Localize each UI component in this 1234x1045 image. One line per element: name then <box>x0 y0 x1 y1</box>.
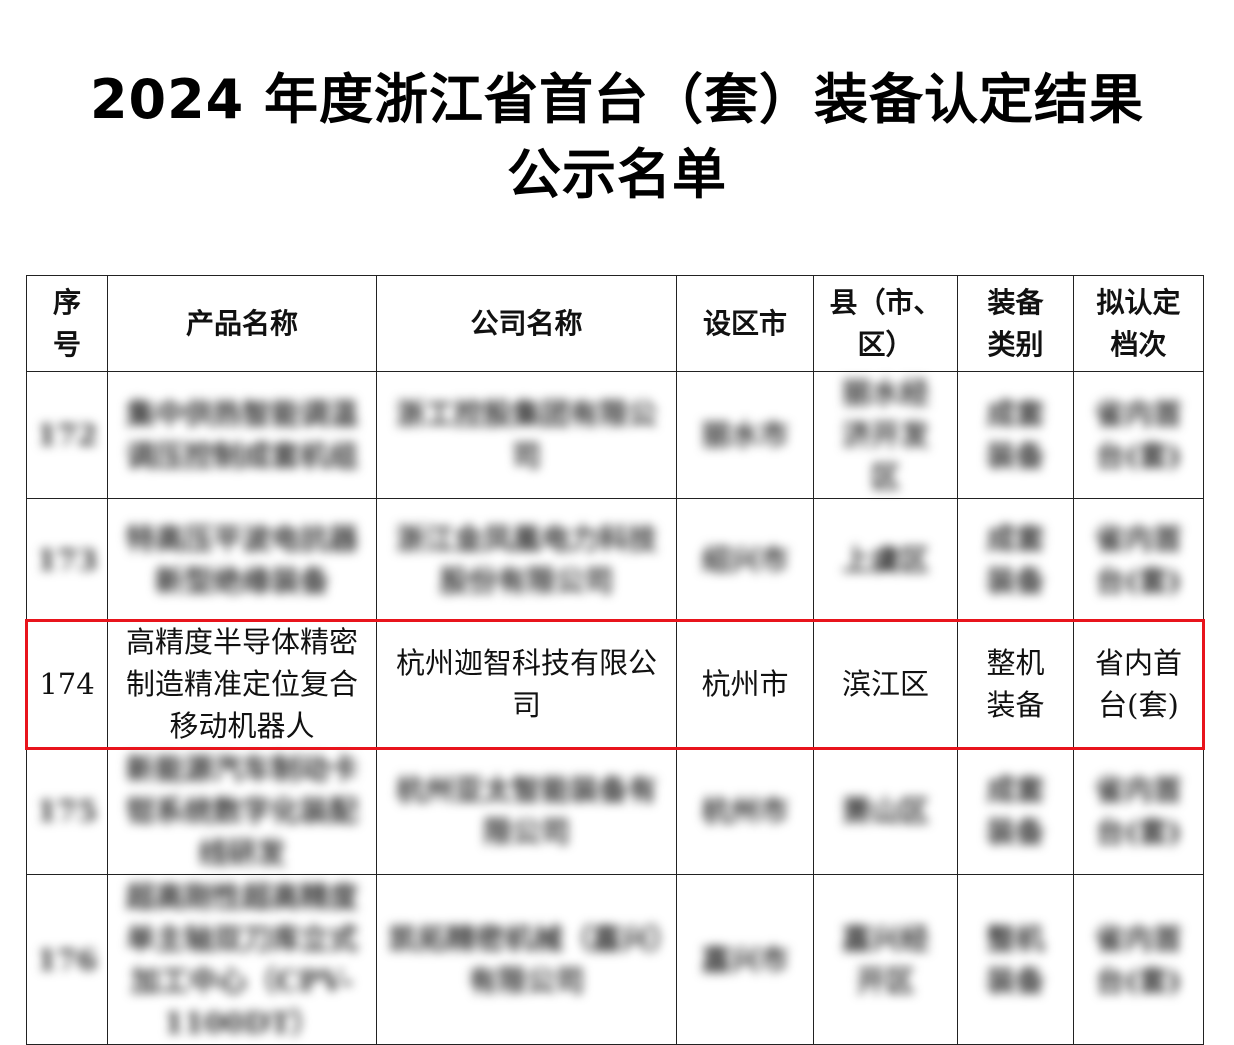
cell-category: 成套装备 <box>957 498 1074 621</box>
page-title: 2024 年度浙江省首台（套）装备认定结果 <box>89 68 1145 131</box>
cell-product: 高精度半导体精密制造精准定位复合移动机器人 <box>107 620 377 748</box>
cell-seq: 176 <box>26 874 108 1045</box>
header-level: 拟认定档次 <box>1073 275 1204 372</box>
cell-seq: 173 <box>26 498 108 621</box>
cell-county: 滨江区 <box>813 620 958 748</box>
cell-product: 特高压平波电抗器新型绝缘装备 <box>107 498 377 621</box>
cell-city: 杭州市 <box>676 620 814 748</box>
table-header: 序号 产品名称 公司名称 设区市 县（市、区） 装备类别 拟认定档次 <box>26 275 1204 372</box>
cell-city: 绍兴市 <box>676 498 814 621</box>
cell-county: 上虞区 <box>813 498 958 621</box>
cell-city: 嘉兴市 <box>676 874 814 1045</box>
cell-level: 省内首台(套) <box>1073 498 1204 621</box>
cell-company: 凯拓精密机械（嘉兴）有限公司 <box>376 874 677 1045</box>
cell-category: 整机装备 <box>957 874 1074 1045</box>
cell-company: 浙江金凤凰电力科技股份有限公司 <box>376 498 677 621</box>
table-row-highlighted: 174 高精度半导体精密制造精准定位复合移动机器人 杭州迦智科技有限公司 杭州市… <box>26 620 1204 748</box>
cell-category: 整机装备 <box>957 620 1074 748</box>
cell-seq: 174 <box>26 620 108 748</box>
cell-product: 超高刚性超高精度单主轴双刀库立式加工中心（CPV-1100DT） <box>107 874 377 1045</box>
cell-level: 省内首台(套) <box>1073 874 1204 1045</box>
page-subtitle: 公示名单 <box>507 143 727 206</box>
header-county: 县（市、区） <box>813 275 958 372</box>
table-row: 173 特高压平波电抗器新型绝缘装备 浙江金凤凰电力科技股份有限公司 绍兴市 上… <box>26 498 1204 621</box>
results-table: 序号 产品名称 公司名称 设区市 县（市、区） 装备类别 拟认定档次 172 集… <box>26 275 1204 1045</box>
cell-company: 杭州迦智科技有限公司 <box>376 620 677 748</box>
cell-level: 省内首台(套) <box>1073 620 1204 748</box>
cell-level: 省内首台(套) <box>1073 371 1204 499</box>
cell-product: 集中供热智能调温调压控制成套机组 <box>107 371 377 499</box>
cell-seq: 172 <box>26 371 108 499</box>
cell-company: 浙工控股集团有限公司 <box>376 371 677 499</box>
table-row: 175 新能源汽车制动卡钳系统数字化装配线研发 杭州亚太智能装备有限公司 杭州市… <box>26 747 1204 875</box>
cell-level: 省内首台(套) <box>1073 747 1204 875</box>
header-company: 公司名称 <box>376 275 677 372</box>
table-row: 176 超高刚性超高精度单主轴双刀库立式加工中心（CPV-1100DT） 凯拓精… <box>26 874 1204 1045</box>
cell-county: 丽水经济开发区 <box>813 371 958 499</box>
header-product: 产品名称 <box>107 275 377 372</box>
cell-product: 新能源汽车制动卡钳系统数字化装配线研发 <box>107 747 377 875</box>
cell-category: 成套装备 <box>957 371 1074 499</box>
cell-county: 嘉兴经开区 <box>813 874 958 1045</box>
header-seq: 序号 <box>26 275 108 372</box>
table-row: 172 集中供热智能调温调压控制成套机组 浙工控股集团有限公司 丽水市 丽水经济… <box>26 371 1204 499</box>
cell-city: 杭州市 <box>676 747 814 875</box>
cell-city: 丽水市 <box>676 371 814 499</box>
header-city: 设区市 <box>676 275 814 372</box>
cell-company: 杭州亚太智能装备有限公司 <box>376 747 677 875</box>
header-category: 装备类别 <box>957 275 1074 372</box>
cell-county: 萧山区 <box>813 747 958 875</box>
cell-seq: 175 <box>26 747 108 875</box>
cell-category: 成套装备 <box>957 747 1074 875</box>
